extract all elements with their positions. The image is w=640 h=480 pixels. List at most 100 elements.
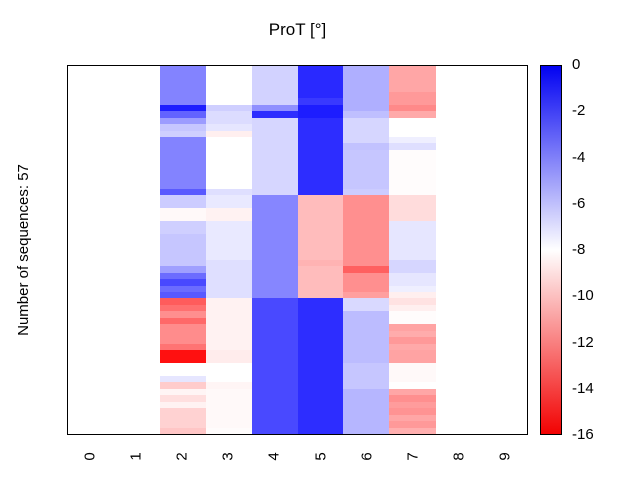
- heatmap-cell: [297, 324, 344, 332]
- heatmap-cell: [205, 143, 253, 151]
- heatmap-cell: [297, 291, 344, 300]
- heatmap-cell: [159, 266, 207, 274]
- heatmap-cell: [389, 414, 436, 422]
- heatmap-cell: [205, 246, 253, 254]
- heatmap-cell: [343, 156, 390, 164]
- heatmap-cell: [343, 78, 390, 87]
- heatmap-cell: [205, 182, 253, 190]
- heatmap-cell: [297, 175, 344, 183]
- heatmap-cell: [389, 304, 436, 312]
- x-tick-label: 9: [496, 452, 514, 461]
- heatmap-cell: [343, 182, 390, 190]
- heatmap-cell: [297, 246, 344, 254]
- heatmap-cell: [251, 156, 299, 164]
- heatmap-cell: [159, 214, 207, 222]
- heatmap-cell: [297, 143, 344, 151]
- heatmap-cell: [343, 362, 390, 371]
- heatmap-cell: [159, 240, 207, 248]
- heatmap-cell: [343, 111, 390, 119]
- colorbar-tick-label: -16: [572, 426, 594, 443]
- heatmap-cell: [159, 401, 207, 409]
- heatmap: [68, 66, 527, 434]
- heatmap-cell: [251, 143, 299, 151]
- heatmap-cell: [205, 369, 253, 377]
- heatmap-cell: [205, 72, 253, 80]
- heatmap-cell: [159, 253, 207, 261]
- heatmap-cell: [251, 259, 299, 267]
- heatmap-cell: [159, 149, 207, 158]
- heatmap-cell: [251, 375, 299, 383]
- heatmap-cell: [159, 311, 207, 319]
- heatmap-cell: [343, 85, 390, 93]
- heatmap-cell: [159, 156, 207, 164]
- heatmap-cell: [205, 91, 253, 99]
- heatmap-cell: [251, 72, 299, 80]
- heatmap-cell: [343, 143, 390, 151]
- heatmap-cell: [205, 227, 253, 235]
- heatmap-cell: [159, 175, 207, 183]
- heatmap-cell: [297, 298, 344, 306]
- heatmap-cell: [251, 279, 299, 287]
- heatmap-cell: [205, 156, 253, 164]
- heatmap-cell: [389, 208, 436, 216]
- heatmap-cell: [251, 104, 299, 112]
- heatmap-cell: [159, 78, 207, 87]
- heatmap-cell: [389, 195, 436, 203]
- heatmap-cell: [389, 259, 436, 267]
- heatmap-cell: [251, 343, 299, 351]
- heatmap-cell: [389, 72, 436, 80]
- heatmap-cell: [297, 421, 344, 429]
- x-tick-label: 0: [81, 452, 99, 461]
- heatmap-cell: [205, 401, 253, 409]
- heatmap-cell: [205, 162, 253, 170]
- heatmap-cell: [343, 317, 390, 325]
- heatmap-cell: [205, 78, 253, 87]
- heatmap-cell: [205, 330, 253, 338]
- heatmap-cell: [251, 291, 299, 300]
- heatmap-cell: [343, 272, 390, 280]
- heatmap-cell: [251, 182, 299, 190]
- heatmap-cell: [251, 137, 299, 145]
- heatmap-cell: [343, 137, 390, 145]
- heatmap-cell: [343, 227, 390, 235]
- heatmap-cell: [343, 330, 390, 338]
- x-tick-label: 1: [127, 452, 145, 461]
- heatmap-cell: [343, 266, 390, 274]
- heatmap-cell: [205, 414, 253, 422]
- heatmap-cell: [159, 182, 207, 190]
- heatmap-cell: [389, 162, 436, 170]
- heatmap-cell: [297, 111, 344, 119]
- heatmap-cell: [205, 66, 253, 74]
- heatmap-cell: [159, 104, 207, 112]
- heatmap-cell: [343, 201, 390, 209]
- heatmap-cell: [343, 291, 390, 300]
- heatmap-cell: [343, 104, 390, 112]
- heatmap-cell: [251, 285, 299, 293]
- heatmap-cell: [205, 195, 253, 203]
- colorbar-tick-label: -14: [572, 379, 594, 397]
- heatmap-cell: [297, 66, 344, 74]
- heatmap-cell: [205, 214, 253, 222]
- heatmap-cell: [205, 201, 253, 209]
- heatmap-cell: [159, 375, 207, 383]
- heatmap-cell: [389, 382, 436, 390]
- heatmap-cell: [389, 408, 436, 416]
- heatmap-cell: [389, 66, 436, 74]
- heatmap-cell: [205, 98, 253, 106]
- heatmap-cell: [389, 91, 436, 99]
- heatmap-cell: [297, 188, 344, 196]
- heatmap-cell: [251, 382, 299, 390]
- heatmap-cell: [159, 304, 207, 312]
- heatmap-cell: [389, 175, 436, 183]
- heatmap-cell: [205, 220, 253, 229]
- heatmap-cell: [159, 421, 207, 429]
- heatmap-cell: [297, 408, 344, 416]
- heatmap-cell: [297, 201, 344, 209]
- heatmap-cell: [389, 298, 436, 306]
- heatmap-cell: [251, 130, 299, 138]
- heatmap-cell: [159, 259, 207, 267]
- heatmap-cell: [205, 149, 253, 158]
- heatmap-cell: [205, 382, 253, 390]
- heatmap-cell: [389, 272, 436, 280]
- heatmap-cell: [389, 188, 436, 196]
